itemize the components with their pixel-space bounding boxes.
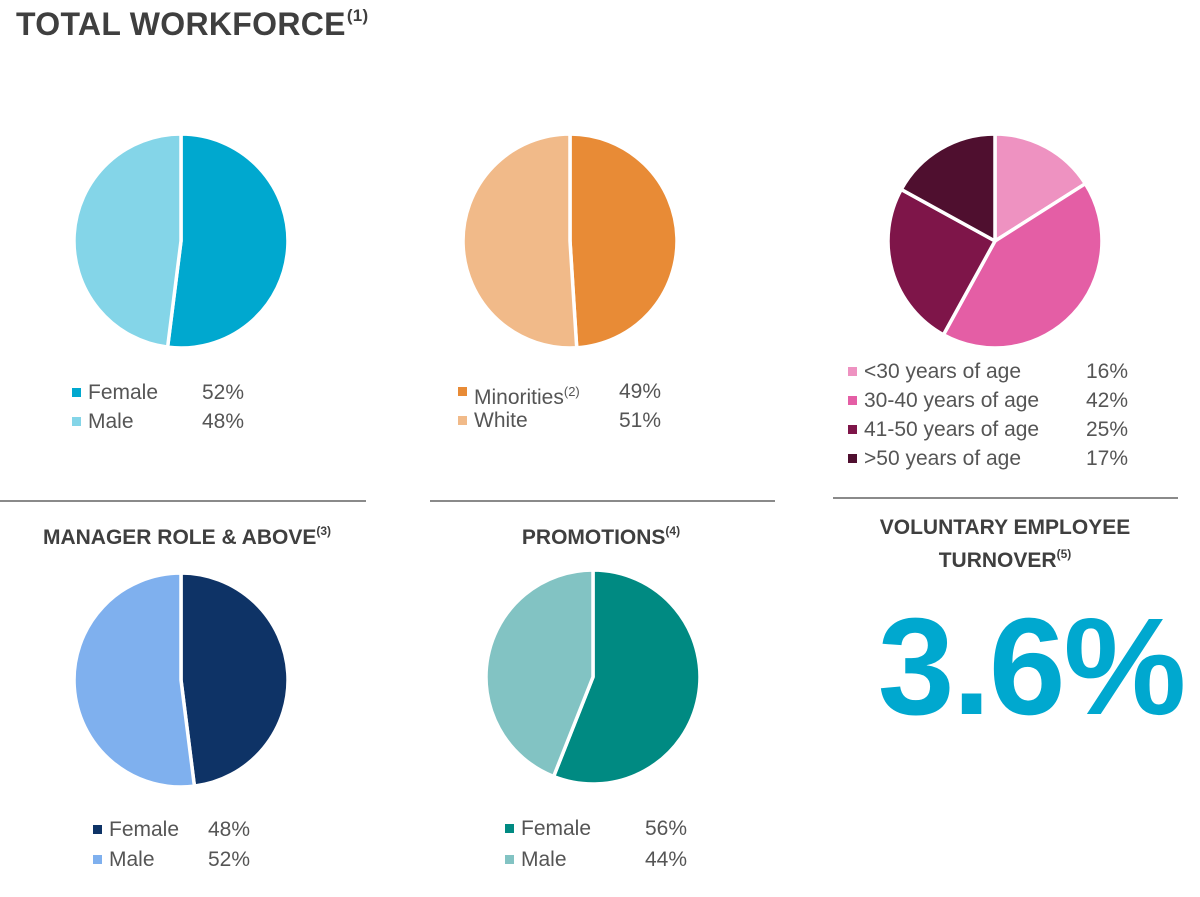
legend-item: Male 48% <box>72 407 272 436</box>
legend-swatch <box>848 396 857 405</box>
section-divider <box>430 500 775 502</box>
legend-manager: Female 48% Male 52% <box>93 815 293 875</box>
legend-item: Male 52% <box>93 845 293 875</box>
section-title-text: TURNOVER <box>938 549 1057 572</box>
section-title-footnote: (4) <box>665 524 681 538</box>
legend-value: 25% <box>1086 418 1129 441</box>
legend-swatch <box>848 367 857 376</box>
legend-item: 41-50 years of age 25% <box>848 415 1148 444</box>
legend-label: Male <box>88 410 134 433</box>
legend-age: <30 years of age 16% 30-40 years of age … <box>848 357 1148 473</box>
page-title: TOTAL WORKFORCE(1) <box>16 6 369 43</box>
pie-slice-30-years-of-age <box>993 132 1088 243</box>
legend-label: White <box>474 409 528 432</box>
legend-label: >50 years of age <box>864 447 1022 470</box>
legend-value: 44% <box>645 848 688 871</box>
turnover-value: 3.6% <box>877 590 1187 744</box>
legend-label: Female <box>521 817 592 840</box>
pie-slice-minorities <box>568 132 679 350</box>
section-title-text: MANAGER ROLE & ABOVE <box>42 526 317 549</box>
legend-value: 56% <box>645 817 688 840</box>
legend-item: 30-40 years of age 42% <box>848 386 1148 415</box>
legend-swatch <box>458 416 467 425</box>
legend-item: <30 years of age 16% <box>848 357 1148 386</box>
legend-value: 52% <box>208 848 251 871</box>
page-title-footnote: (1) <box>346 6 369 25</box>
pie-chart-age <box>886 132 1104 350</box>
legend-swatch <box>458 387 467 396</box>
legend-label: Male <box>521 848 567 871</box>
legend-label: Female <box>88 381 159 404</box>
section-title-text: PROMOTIONS <box>521 526 666 549</box>
legend-value: 48% <box>202 410 245 433</box>
legend-label-footnote: (2) <box>563 384 580 399</box>
section-title-line: VOLUNTARY EMPLOYEE <box>879 516 1131 539</box>
pie-slice-female <box>165 132 290 350</box>
legend-item: White 51% <box>458 406 678 435</box>
pie-chart-ethnicity <box>461 132 679 350</box>
legend-value: 48% <box>208 818 251 841</box>
legend-label: Female <box>109 818 180 841</box>
legend-promotions: Female 56% Male 44% <box>505 814 705 876</box>
legend-item: >50 years of age 17% <box>848 444 1148 473</box>
legend-label: Minorities(2) <box>474 377 580 412</box>
section-divider <box>0 500 366 502</box>
legend-item: Minorities(2) 49% <box>458 377 678 409</box>
legend-item: Female 56% <box>505 814 705 845</box>
legend-item: Female 52% <box>72 378 272 407</box>
legend-label: Male <box>109 848 155 871</box>
legend-label: 41-50 years of age <box>864 418 1040 441</box>
pie-slice-female <box>551 568 702 786</box>
section-title-turnover: VOLUNTARY EMPLOYEE TURNOVER(5) <box>840 515 1170 574</box>
legend-swatch <box>72 417 81 426</box>
pie-chart-promotions <box>484 568 702 786</box>
pie-chart-manager <box>72 571 290 789</box>
legend-value: 51% <box>619 409 662 432</box>
legend-swatch <box>93 825 102 834</box>
legend-swatch <box>848 425 857 434</box>
section-title-manager: MANAGER ROLE & ABOVE(3) <box>0 518 374 551</box>
pie-slice-male <box>72 571 197 789</box>
legend-swatch <box>848 454 857 463</box>
pie-slice-50-years-of-age <box>899 132 997 243</box>
legend-value: 52% <box>202 381 245 404</box>
legend-swatch <box>505 824 514 833</box>
legend-item: Male 44% <box>505 845 705 876</box>
pie-slice-white <box>461 132 579 350</box>
page-title-text: TOTAL WORKFORCE <box>16 6 346 42</box>
section-title-footnote: (5) <box>1056 547 1072 561</box>
pie-slice-male <box>72 132 183 349</box>
legend-gender: Female 52% Male 48% <box>72 378 272 436</box>
pie-slice-female <box>179 571 290 788</box>
legend-value: 42% <box>1086 389 1129 412</box>
legend-ethnicity: Minorities(2) 49% White 51% <box>458 377 678 435</box>
pie-slice-male <box>484 568 595 779</box>
legend-label: 30-40 years of age <box>864 389 1040 412</box>
legend-swatch <box>505 855 514 864</box>
legend-item: Female 48% <box>93 815 293 845</box>
pie-chart-gender <box>72 132 290 350</box>
section-title-line: TURNOVER(5) <box>840 541 1170 574</box>
pie-slice-41-50-years-of-age <box>886 187 997 337</box>
section-title-footnote: (3) <box>316 524 332 538</box>
legend-value: 49% <box>619 380 662 403</box>
legend-value: 16% <box>1086 360 1129 383</box>
legend-label-text: Minorities <box>474 386 564 409</box>
legend-label: <30 years of age <box>864 360 1022 383</box>
legend-value: 17% <box>1086 447 1129 470</box>
pie-slice-30-40-years-of-age <box>941 181 1104 350</box>
section-title-promotions: PROMOTIONS(4) <box>420 518 782 551</box>
legend-swatch <box>72 388 81 397</box>
section-divider <box>833 497 1178 499</box>
legend-swatch <box>93 855 102 864</box>
